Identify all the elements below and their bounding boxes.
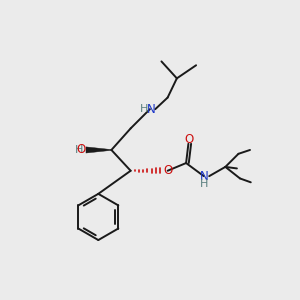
- Text: H: H: [74, 145, 83, 155]
- Text: O: O: [164, 164, 173, 177]
- Text: H: H: [140, 104, 149, 114]
- Text: O: O: [77, 143, 86, 157]
- Polygon shape: [86, 147, 111, 153]
- Text: N: N: [147, 103, 156, 116]
- Text: H: H: [200, 179, 208, 189]
- Text: O: O: [184, 134, 194, 146]
- Text: N: N: [200, 169, 208, 183]
